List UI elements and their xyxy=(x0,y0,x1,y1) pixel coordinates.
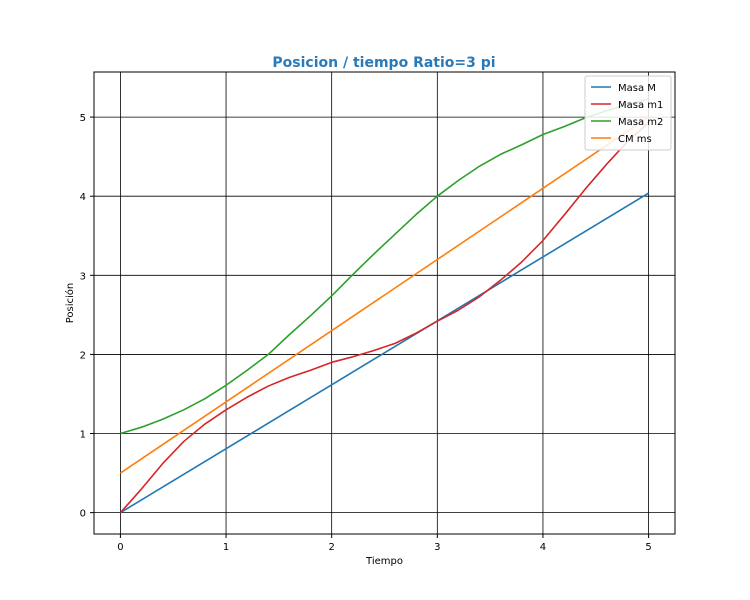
x-tick-label: 2 xyxy=(328,542,334,553)
series-line-1 xyxy=(119,122,650,514)
y-tick-label: 5 xyxy=(80,113,86,124)
legend-entry: Masa m1 xyxy=(618,100,663,111)
y-tick-label: 4 xyxy=(80,192,86,203)
chart-title: Posicion / tiempo Ratio=3 pi xyxy=(272,55,495,71)
x-tick-label: 3 xyxy=(434,542,440,553)
x-tick-label: 1 xyxy=(223,542,229,553)
series-line-0 xyxy=(119,192,650,514)
legend-box xyxy=(584,75,672,151)
x-tick-label: 4 xyxy=(540,542,546,553)
legend-entry: Masa m2 xyxy=(618,117,663,128)
axis-ticks: 0 1 2 3 4 5 0 1 2 3 4 5 xyxy=(80,113,652,553)
series-line-2 xyxy=(120,98,649,435)
legend-entry: CM ms xyxy=(618,134,652,145)
series-lines xyxy=(119,98,650,514)
legend-entry: Masa M xyxy=(618,83,656,94)
plot-frame xyxy=(93,71,676,535)
series-line-3 xyxy=(119,116,650,474)
legend: Masa M Masa m1 Masa m2 CM ms xyxy=(584,75,672,151)
x-axis-label: Tiempo xyxy=(365,556,403,567)
y-tick-label: 1 xyxy=(80,430,86,441)
y-tick-label: 2 xyxy=(80,350,86,361)
x-tick-label: 0 xyxy=(117,542,123,553)
x-tick-label: 5 xyxy=(645,542,651,553)
y-axis-label: Posición xyxy=(64,283,76,324)
y-tick-label: 3 xyxy=(80,271,86,282)
y-tick-label: 0 xyxy=(80,509,86,520)
